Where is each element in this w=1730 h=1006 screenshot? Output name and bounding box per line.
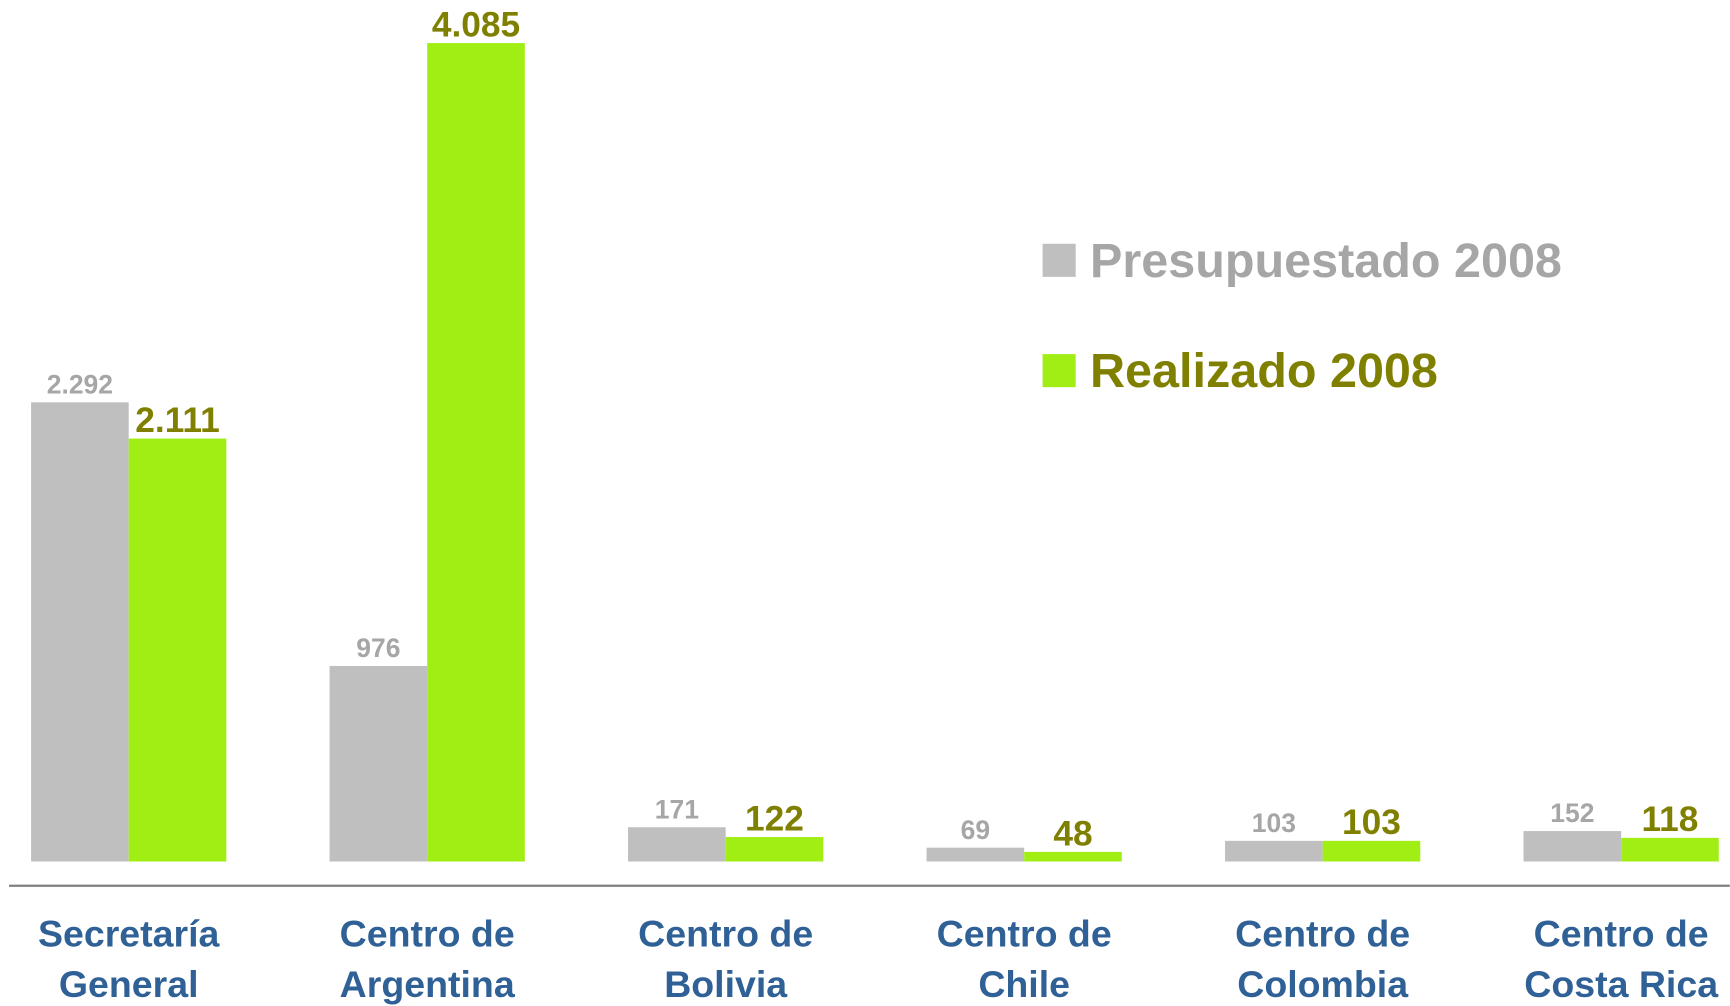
data-label: 118 <box>1642 800 1699 839</box>
x-tick-label-line: Centro de <box>340 912 515 954</box>
x-tick-label-line: Colombia <box>1237 963 1409 1005</box>
data-label: 4.085 <box>432 5 520 44</box>
legend-label: Presupuestado 2008 <box>1090 234 1562 288</box>
bar <box>329 665 428 862</box>
x-tick-label-line: Centro de <box>937 912 1112 954</box>
x-tick-label-line: Argentina <box>340 963 516 1005</box>
data-label: 2.292 <box>47 369 113 399</box>
bar <box>1523 831 1622 862</box>
bar <box>926 847 1025 862</box>
bar <box>628 827 726 862</box>
bar <box>1225 840 1323 862</box>
x-tick-label: Centro de Argentina <box>340 912 516 1005</box>
data-label: 103 <box>1342 803 1401 842</box>
data-label: 171 <box>655 794 699 824</box>
data-label: 69 <box>961 815 990 845</box>
data-label: 103 <box>1252 808 1296 838</box>
x-tick-label-line: Centro de <box>1235 912 1410 954</box>
x-tick-label-line: Costa Rica <box>1524 963 1719 1005</box>
x-tick-label-line: Chile <box>978 963 1070 1005</box>
data-label: 122 <box>745 799 804 838</box>
x-tick-label-line: Secretaría <box>38 912 221 954</box>
data-label: 2.111 <box>135 401 219 440</box>
bar <box>1621 837 1719 862</box>
bar <box>1322 840 1421 862</box>
x-tick-label: Centro de Bolivia <box>638 912 813 1005</box>
bar <box>128 438 227 862</box>
x-tick-label-line: General <box>59 963 199 1005</box>
legend-swatch <box>1042 354 1076 388</box>
bar <box>1024 851 1122 862</box>
bar <box>725 837 824 862</box>
x-tick-label: Secretaría General <box>38 912 221 1005</box>
x-tick-label: Centro de Chile <box>937 912 1112 1005</box>
x-tick-label-line: Centro de <box>638 912 813 954</box>
x-tick-label-line: Bolivia <box>664 963 788 1005</box>
bar <box>31 402 129 862</box>
data-label: 976 <box>356 633 400 663</box>
bar <box>427 43 525 862</box>
data-label: 152 <box>1550 798 1594 828</box>
legend-label: Realizado 2008 <box>1090 344 1438 398</box>
data-label: 48 <box>1053 814 1092 853</box>
x-tick-label-line: Centro de <box>1534 912 1709 954</box>
x-tick-label: Centro de Costa Rica <box>1524 912 1719 1005</box>
x-tick-label: Centro de Colombia <box>1235 912 1410 1005</box>
legend-swatch <box>1042 243 1076 277</box>
